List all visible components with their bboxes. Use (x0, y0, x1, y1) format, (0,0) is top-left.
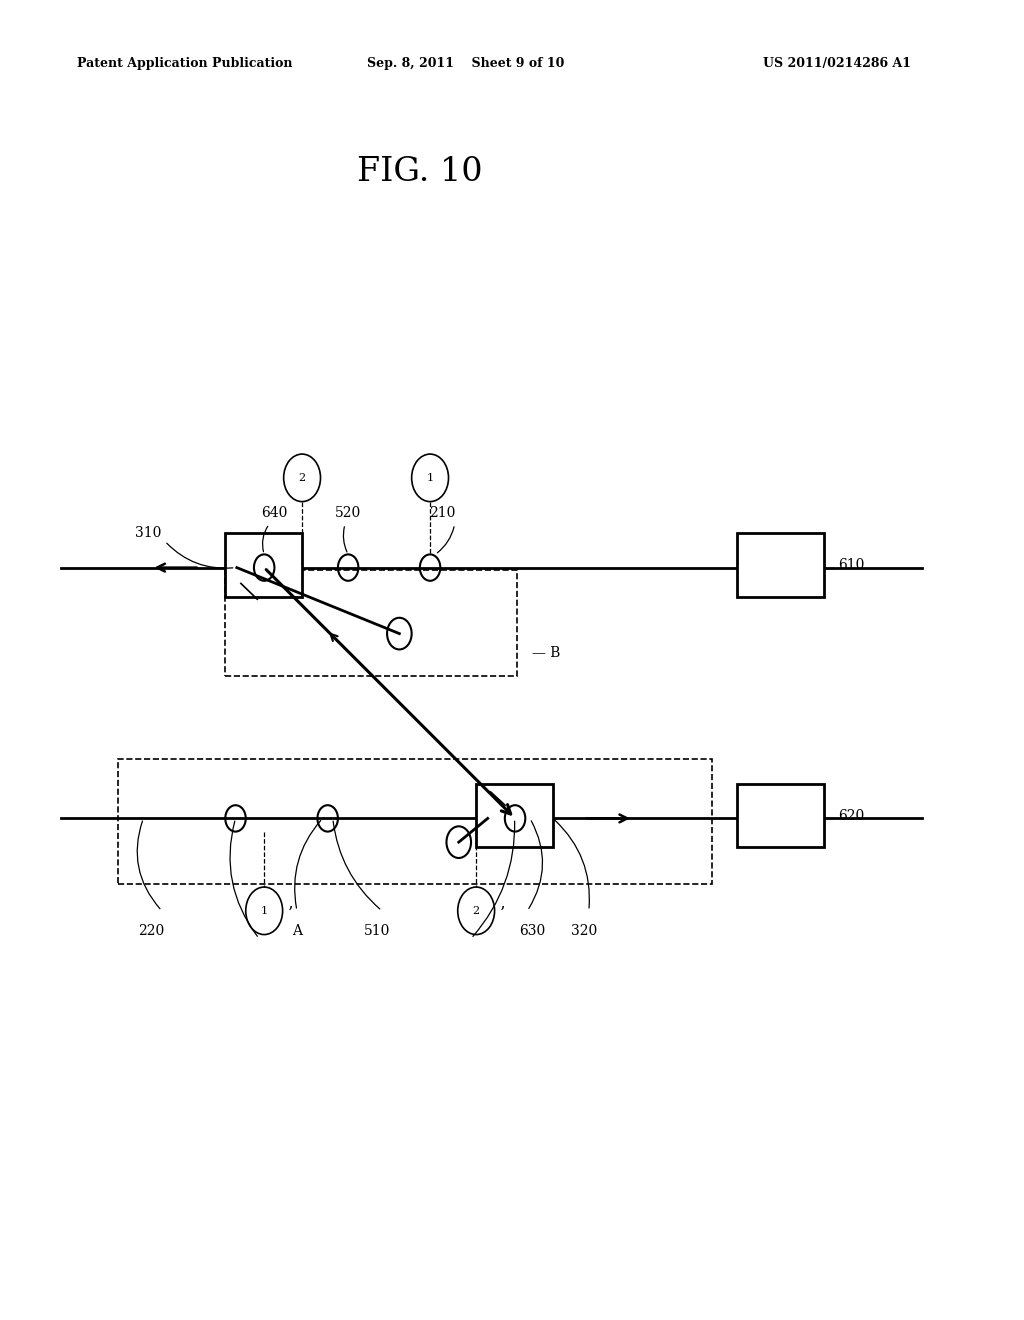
Text: 2: 2 (473, 906, 479, 916)
Text: FIG. 10: FIG. 10 (357, 156, 482, 187)
Text: 510: 510 (364, 924, 390, 939)
Text: Sep. 8, 2011    Sheet 9 of 10: Sep. 8, 2011 Sheet 9 of 10 (368, 57, 564, 70)
Text: Patent Application Publication: Patent Application Publication (77, 57, 292, 70)
Bar (737, 533, 824, 597)
Text: ’: ’ (288, 906, 293, 921)
Text: ’: ’ (500, 906, 505, 921)
Bar (225, 533, 302, 597)
Text: — B: — B (532, 647, 561, 660)
Text: 520: 520 (335, 506, 361, 520)
Text: 620: 620 (838, 809, 864, 822)
Text: 610: 610 (838, 558, 864, 572)
Bar (476, 784, 553, 847)
Text: 320: 320 (570, 924, 597, 939)
Text: 220: 220 (138, 924, 165, 939)
Bar (737, 784, 824, 847)
Text: 2: 2 (299, 473, 305, 483)
Text: A: A (292, 924, 302, 939)
Text: 210: 210 (429, 506, 456, 520)
Bar (225, 570, 517, 676)
Text: 1: 1 (261, 906, 267, 916)
Text: 310: 310 (135, 527, 162, 540)
Text: 640: 640 (261, 506, 288, 520)
Bar (118, 759, 712, 884)
Text: 1: 1 (427, 473, 433, 483)
Text: 630: 630 (519, 924, 546, 939)
Text: US 2011/0214286 A1: US 2011/0214286 A1 (763, 57, 911, 70)
